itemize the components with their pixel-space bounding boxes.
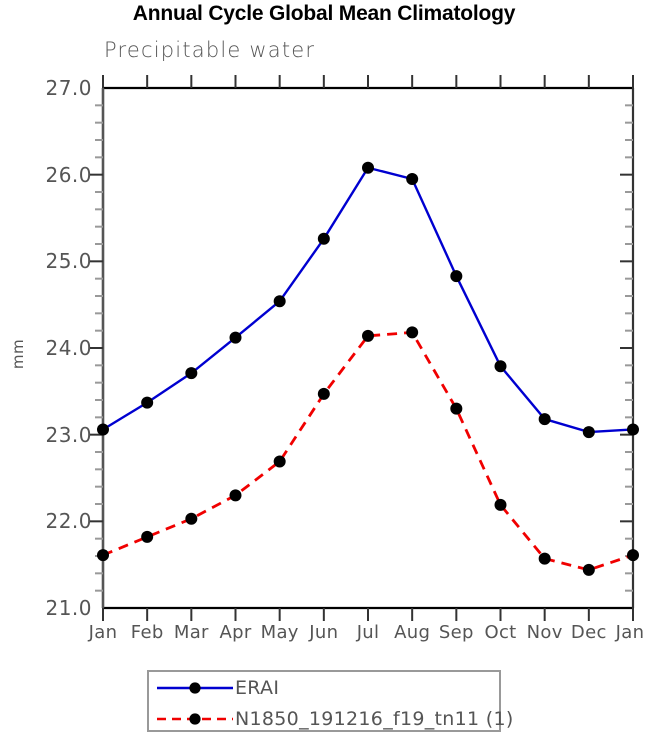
x-tick-jun: Jun: [309, 622, 339, 643]
x-tick-apr: Apr: [219, 622, 252, 643]
legend-swatch-erai: [157, 682, 233, 694]
data-point: [185, 512, 198, 525]
data-point: [317, 387, 330, 400]
data-point: [362, 161, 374, 174]
data-point: [185, 367, 198, 380]
x-tick-nov: Nov: [526, 622, 563, 643]
data-point: [494, 360, 507, 373]
data-point: [582, 563, 595, 576]
data-point: [229, 489, 242, 502]
data-point: [273, 455, 286, 468]
x-tick-jan-start: Jan: [88, 622, 118, 643]
legend-item-model[interactable]: N1850_191216_f19_tn11 (1): [149, 703, 513, 734]
data-point: [97, 423, 109, 436]
data-point: [141, 530, 154, 543]
x-tick-jul: Jul: [356, 622, 380, 643]
legend-label-model: N1850_191216_f19_tn11 (1): [235, 707, 514, 730]
legend: ERAI N1850_191216_f19_tn11 (1): [147, 670, 513, 734]
data-point: [538, 552, 551, 565]
axis-ticks: [90, 75, 634, 621]
data-point: [450, 270, 463, 283]
legend-swatch-model: [157, 713, 233, 725]
data-point: [406, 326, 419, 339]
data-point: [362, 329, 374, 342]
plot-area: [90, 75, 639, 621]
data-point: [273, 295, 286, 308]
x-tick-may: May: [260, 622, 299, 643]
data-point: [406, 173, 419, 185]
x-tick-aug: Aug: [394, 622, 431, 643]
data-point: [97, 549, 109, 562]
x-tick-feb: Feb: [130, 622, 164, 643]
x-tick-dec: Dec: [570, 622, 607, 643]
data-point: [229, 331, 242, 344]
data-point: [494, 498, 507, 511]
legend-item-erai[interactable]: ERAI: [149, 672, 499, 703]
x-tick-mar: Mar: [173, 622, 209, 643]
data-point: [627, 423, 639, 436]
data-series-layer: [97, 161, 639, 576]
x-tick-sep: Sep: [438, 622, 474, 643]
data-point: [141, 396, 154, 409]
chart-subtitle: Precipitable water: [104, 38, 316, 62]
data-point: [627, 549, 639, 562]
data-point: [317, 232, 330, 245]
data-point: [538, 413, 551, 426]
data-point: [582, 426, 595, 439]
series-line-n1850-191216-f19-tn11-1: [102, 330, 634, 572]
data-point: [450, 402, 463, 415]
legend-label-erai: ERAI: [235, 676, 280, 699]
x-tick-jan-end: Jan: [615, 622, 645, 643]
series-line-erai: [102, 166, 634, 434]
x-tick-oct: Oct: [484, 622, 517, 643]
page-title: Annual Cycle Global Mean Climatology: [132, 2, 516, 25]
